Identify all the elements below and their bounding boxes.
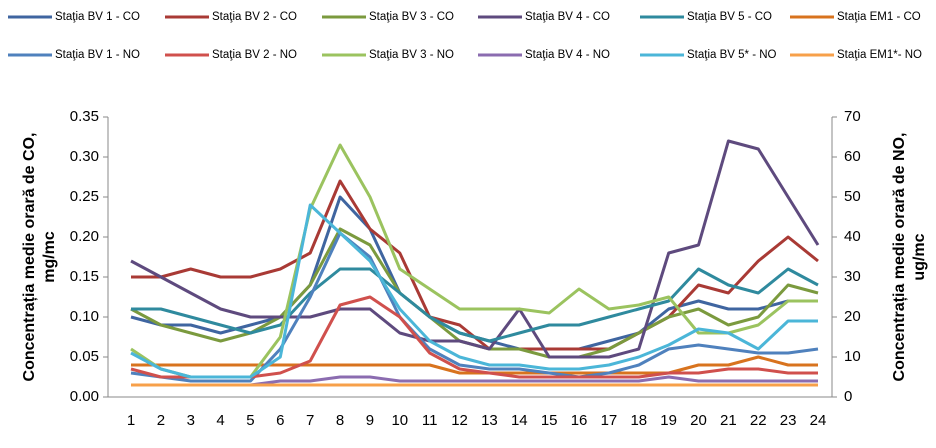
legend-label: Staţia BV 4 - NO: [525, 49, 610, 61]
y2-tick-label: 70: [844, 108, 861, 125]
y-tick-label: 0.10: [70, 308, 99, 325]
x-tick-label: 2: [157, 412, 165, 429]
legend-label: Staţia EM1*- NO: [837, 49, 922, 61]
y-axis-label: Concentrația medie orară de CO, mg/mc: [21, 133, 58, 382]
legend-label: Staţia BV 4 - CO: [525, 11, 610, 23]
x-tick-label: 4: [216, 412, 224, 429]
x-tick-label: 3: [187, 412, 195, 429]
y2-tick-label: 30: [844, 268, 861, 285]
x-tick-label: 7: [306, 412, 314, 429]
x-tick-label: 24: [810, 412, 827, 429]
x-tick-label: 9: [366, 412, 374, 429]
series-line: [130, 203, 818, 379]
series-line: [130, 143, 818, 379]
y-axis-label-line: mg/mc: [41, 231, 58, 283]
x-tick-label: 13: [481, 412, 498, 429]
y2-tick-label: 40: [844, 228, 861, 245]
y2-tick-label: 50: [844, 188, 861, 205]
series-line: [130, 195, 818, 351]
y2-axis-label-line: ug/mc: [911, 233, 928, 280]
y-tick-label: 0.05: [70, 348, 99, 365]
x-tick-label: 22: [750, 412, 767, 429]
series-line: [131, 179, 819, 351]
y2-tick-label: 20: [844, 308, 861, 325]
series-line: [130, 231, 819, 383]
y-tick-label: 0.35: [70, 108, 99, 125]
x-tick-label: 10: [391, 412, 408, 429]
y-tick-label: 0.25: [70, 188, 99, 205]
x-tick-label: 5: [246, 412, 254, 429]
legend-label: Staţia BV 2 - CO: [212, 11, 297, 23]
legend-label: Staţia BV 5* - NO: [687, 49, 777, 61]
legend-label: Staţia BV 3 - NO: [369, 49, 454, 61]
x-tick-label: 17: [601, 412, 618, 429]
x-tick-label: 1: [127, 412, 135, 429]
legend-label: Staţia EM1 - CO: [837, 11, 921, 23]
y2-tick-label: 10: [844, 348, 861, 365]
x-tick-label: 20: [690, 412, 707, 429]
series-line: [130, 139, 820, 359]
series-line: [131, 267, 819, 343]
x-tick-label: 8: [336, 412, 344, 429]
x-tick-label: 14: [511, 412, 528, 429]
legend-label: Staţia BV 1 - CO: [55, 11, 140, 23]
legend-label: Staţia BV 3 - CO: [369, 11, 454, 23]
y2-tick-label: 0: [844, 388, 852, 405]
y-tick-label: 0.30: [70, 148, 99, 165]
x-tick-label: 16: [571, 412, 588, 429]
y2-tick-label: 60: [844, 148, 861, 165]
legend-label: Staţia BV 1 - NO: [55, 49, 140, 61]
y2-axis-label-line: Concentrația medie orară de NO,: [891, 133, 908, 382]
x-tick-label: 11: [422, 412, 438, 429]
legend-label: Staţia BV 5 - CO: [687, 11, 772, 23]
x-tick-label: 18: [630, 412, 647, 429]
x-tick-label: 21: [720, 412, 737, 429]
y-axis-label-line: Concentrația medie orară de CO,: [21, 133, 38, 382]
y-tick-label: 0.15: [70, 268, 99, 285]
y-tick-label: 0.20: [70, 228, 99, 245]
y-tick-label: 0.00: [70, 388, 99, 405]
legend-label: Staţia BV 2 - NO: [212, 49, 297, 61]
x-tick-label: 12: [451, 412, 468, 429]
x-tick-label: 15: [541, 412, 558, 429]
series-line: [131, 355, 818, 375]
x-tick-label: 23: [780, 412, 797, 429]
x-tick-label: 6: [276, 412, 284, 429]
x-tick-label: 19: [660, 412, 677, 429]
y2-axis-label: Concentrația medie orară de NO, ug/mc: [891, 133, 928, 382]
